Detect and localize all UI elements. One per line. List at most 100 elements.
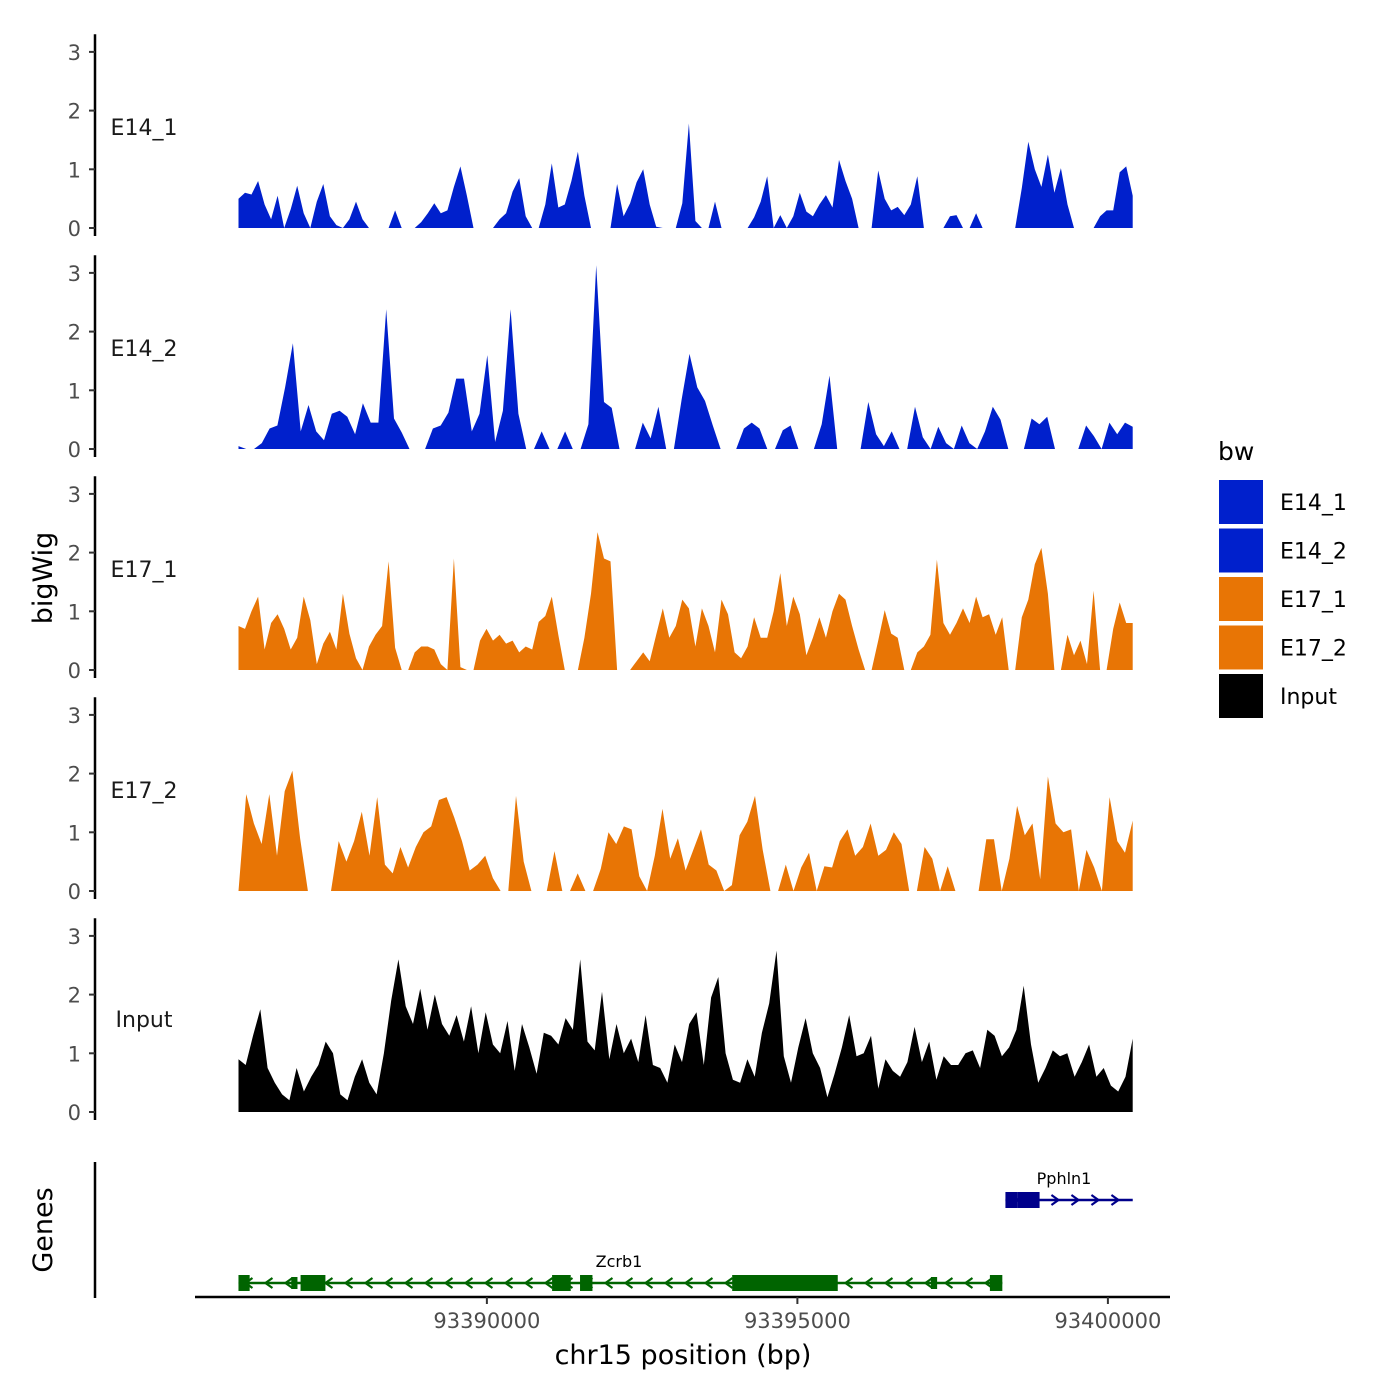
exon bbox=[732, 1275, 838, 1291]
y-tick-label: 3 bbox=[68, 704, 81, 728]
gene-pphln1: Pphln1 bbox=[1005, 1169, 1133, 1208]
strand-arrow bbox=[603, 1277, 614, 1289]
x-tick-label: 93390000 bbox=[433, 1309, 540, 1333]
panel-input: 0 1 2 3 Input bbox=[68, 918, 1133, 1125]
y-tick-label: 2 bbox=[68, 763, 81, 787]
strand-arrow bbox=[843, 1277, 854, 1289]
exon bbox=[580, 1275, 593, 1291]
y-tick-label: 3 bbox=[68, 262, 81, 286]
track-label: E14_1 bbox=[111, 116, 178, 141]
x-tick-label: 93395000 bbox=[744, 1309, 851, 1333]
legend-label: E17_1 bbox=[1280, 588, 1347, 613]
y-tick-label: 1 bbox=[68, 379, 81, 403]
legend: bw E14_1 E14_2 E17_1 E17_2 Input bbox=[1218, 437, 1347, 718]
strand-arrow bbox=[1070, 1194, 1081, 1206]
genes-axis-title: Genes bbox=[28, 1187, 59, 1272]
y-tick-label: 1 bbox=[68, 821, 81, 845]
panel-e17-2: 0 1 2 3 E17_2 bbox=[68, 697, 1133, 904]
strand-arrow bbox=[623, 1277, 634, 1289]
y-tick-label: 0 bbox=[68, 1101, 81, 1125]
strand-arrow bbox=[1110, 1194, 1121, 1206]
strand-arrow bbox=[283, 1277, 294, 1289]
strand-arrow bbox=[903, 1277, 914, 1289]
exon bbox=[238, 1275, 250, 1291]
legend-swatch bbox=[1219, 625, 1263, 670]
track-label: E17_2 bbox=[111, 779, 178, 804]
strand-arrow bbox=[883, 1277, 894, 1289]
legend-label: E17_2 bbox=[1280, 637, 1347, 662]
y-tick-label: 0 bbox=[68, 438, 81, 462]
gene-zcrb1: Zcrb1 bbox=[238, 1252, 1003, 1291]
area-e17-2 bbox=[238, 770, 1133, 891]
strand-arrow bbox=[363, 1277, 374, 1289]
strand-arrow bbox=[1090, 1194, 1101, 1206]
track-label: E14_2 bbox=[111, 337, 178, 362]
panel-e14-1: 0 1 2 3 E14_1 bbox=[68, 34, 1133, 241]
y-tick-label: 3 bbox=[68, 41, 81, 65]
gene-label: Pphln1 bbox=[1037, 1169, 1092, 1188]
y-tick-label: 2 bbox=[68, 100, 81, 124]
y-tick-label: 0 bbox=[68, 659, 81, 683]
y-tick-label: 0 bbox=[68, 880, 81, 904]
panel-e17-1: 0 1 2 3 E17_1 bbox=[68, 476, 1133, 683]
strand-arrow bbox=[263, 1277, 274, 1289]
exon bbox=[1005, 1192, 1018, 1208]
strand-arrow bbox=[863, 1277, 874, 1289]
exon bbox=[1017, 1192, 1040, 1208]
legend-label: Input bbox=[1280, 685, 1337, 710]
strand-arrow bbox=[683, 1277, 694, 1289]
strand-arrow bbox=[1050, 1194, 1061, 1206]
strand-arrow bbox=[503, 1277, 514, 1289]
strand-arrow bbox=[943, 1277, 954, 1289]
strand-arrow bbox=[403, 1277, 414, 1289]
legend-label: E14_2 bbox=[1280, 540, 1347, 565]
exon bbox=[552, 1275, 571, 1291]
y-tick-label: 2 bbox=[68, 984, 81, 1008]
legend-swatch bbox=[1219, 577, 1263, 621]
strand-arrow bbox=[703, 1277, 714, 1289]
y-tick-label: 1 bbox=[68, 600, 81, 624]
legend-label: E14_1 bbox=[1280, 491, 1347, 516]
strand-arrow bbox=[523, 1277, 534, 1289]
strand-arrow bbox=[543, 1277, 554, 1289]
y-tick-label: 1 bbox=[68, 158, 81, 182]
exon bbox=[930, 1277, 938, 1289]
strand-arrow bbox=[923, 1277, 934, 1289]
exon bbox=[300, 1275, 326, 1291]
legend-title: bw bbox=[1218, 437, 1254, 466]
track-label: Input bbox=[116, 1008, 173, 1033]
strand-arrow bbox=[663, 1277, 674, 1289]
strand-arrow bbox=[383, 1277, 394, 1289]
track-label: E17_1 bbox=[111, 558, 178, 583]
area-e14-1 bbox=[238, 123, 1133, 228]
strand-arrow bbox=[643, 1277, 654, 1289]
area-e14-2 bbox=[238, 265, 1133, 449]
x-axis-title: chr15 position (bp) bbox=[555, 1340, 812, 1371]
area-e17-1 bbox=[238, 532, 1133, 670]
y-tick-label: 3 bbox=[68, 925, 81, 949]
y-tick-label: 1 bbox=[68, 1042, 81, 1066]
strand-arrow bbox=[723, 1277, 734, 1289]
legend-swatch bbox=[1219, 528, 1263, 573]
strand-arrow bbox=[483, 1277, 494, 1289]
x-axis: 93390000 93395000 93400000 bbox=[195, 1295, 1170, 1333]
strand-arrow bbox=[443, 1277, 454, 1289]
x-tick-label: 93400000 bbox=[1054, 1309, 1161, 1333]
strand-arrow bbox=[963, 1277, 974, 1289]
gene-label: Zcrb1 bbox=[596, 1252, 643, 1271]
bigwig-panels: 0 1 2 3 E14_1 0 1 2 3 E14_2 0 1 2 3 E17_1 0 1 2 3 E17_2 0 1 2 3… bbox=[68, 34, 1133, 1125]
panel-e14-2: 0 1 2 3 E14_2 bbox=[68, 255, 1133, 462]
y-axis-title: bigWig bbox=[28, 532, 59, 625]
area-input bbox=[238, 950, 1133, 1112]
exon bbox=[291, 1277, 298, 1289]
strand-arrow bbox=[463, 1277, 474, 1289]
y-tick-label: 2 bbox=[68, 321, 81, 345]
legend-swatch bbox=[1219, 674, 1263, 718]
strand-arrow bbox=[423, 1277, 434, 1289]
strand-arrow bbox=[343, 1277, 354, 1289]
strand-arrow bbox=[323, 1277, 334, 1289]
y-tick-label: 2 bbox=[68, 542, 81, 566]
y-tick-label: 0 bbox=[68, 217, 81, 241]
legend-swatch bbox=[1219, 480, 1263, 524]
